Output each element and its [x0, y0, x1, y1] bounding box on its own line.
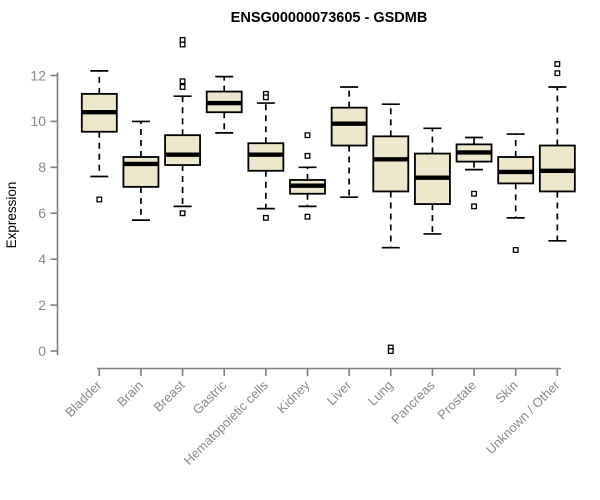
y-tick-label: 8: [38, 159, 46, 175]
outlier-point: [554, 70, 561, 77]
x-tick-label-breast: Breast: [151, 377, 188, 414]
x-tick-label-pancreas: Pancreas: [388, 377, 438, 427]
outlier-point: [262, 94, 269, 101]
y-axis: 0 2 4 6 8 10 12: [30, 67, 59, 359]
boxplot-kidney: [289, 132, 326, 220]
outlier-point: [304, 132, 311, 139]
boxplot-breast: [164, 36, 201, 217]
outlier-point: [304, 213, 311, 220]
y-tick-label: 2: [38, 297, 46, 313]
y-tick-label: 0: [38, 343, 46, 359]
x-tick-label-kidney: Kidney: [274, 377, 313, 416]
boxplot-gastric: [205, 75, 243, 134]
iqr-box: [372, 135, 410, 193]
boxplot-unknown-other: [538, 61, 576, 242]
outlier-point: [262, 214, 269, 221]
outlier-point: [179, 210, 186, 217]
iqr-box: [538, 144, 576, 193]
outlier-point: [179, 78, 186, 85]
x-tick-label-brain: Brain: [114, 378, 146, 410]
boxplot-prostate: [455, 136, 493, 210]
chart-title: ENSG00000073605 - GSDMB: [231, 10, 428, 26]
x-tick-label-unknown-other: Unknown / Other: [483, 377, 563, 457]
boxplot-pancreas: [414, 127, 451, 235]
y-tick-label: 4: [38, 251, 46, 267]
outlier-point: [471, 190, 478, 197]
iqr-box: [247, 142, 285, 172]
boxplot-hematopoietic-cells: [247, 90, 285, 221]
x-tick-label-lung: Lung: [365, 378, 396, 409]
outlier-point: [179, 41, 186, 48]
x-tick-label-bladder: Bladder: [62, 377, 105, 420]
iqr-box: [330, 106, 368, 147]
x-tick-label-skin: Skin: [492, 378, 520, 406]
y-tick-label: 10: [30, 113, 46, 129]
outlier-point: [512, 247, 519, 253]
outlier-point: [304, 152, 311, 159]
iqr-box: [122, 156, 160, 188]
outlier-point: [387, 348, 394, 354]
boxplot-skin: [497, 133, 535, 253]
x-tick-label-liver: Liver: [324, 377, 355, 408]
outlier-point: [179, 36, 186, 43]
x-tick-label-prostate: Prostate: [434, 378, 479, 423]
y-tick-label: 12: [30, 67, 46, 83]
boxplot-brain: [122, 120, 160, 221]
boxplot-liver: [330, 86, 368, 199]
outlier-point: [471, 203, 478, 210]
iqr-box: [164, 134, 201, 166]
y-axis-title: Expression: [4, 182, 19, 249]
boxplot-bladder: [80, 70, 118, 203]
outlier-point: [554, 61, 561, 67]
y-tick-label: 6: [38, 205, 46, 221]
boxplot-lung: [372, 103, 410, 354]
outlier-point: [179, 84, 186, 90]
boxplots-group: [80, 36, 576, 354]
x-tick-label-gastric: Gastric: [190, 377, 230, 417]
outlier-point: [96, 196, 103, 203]
